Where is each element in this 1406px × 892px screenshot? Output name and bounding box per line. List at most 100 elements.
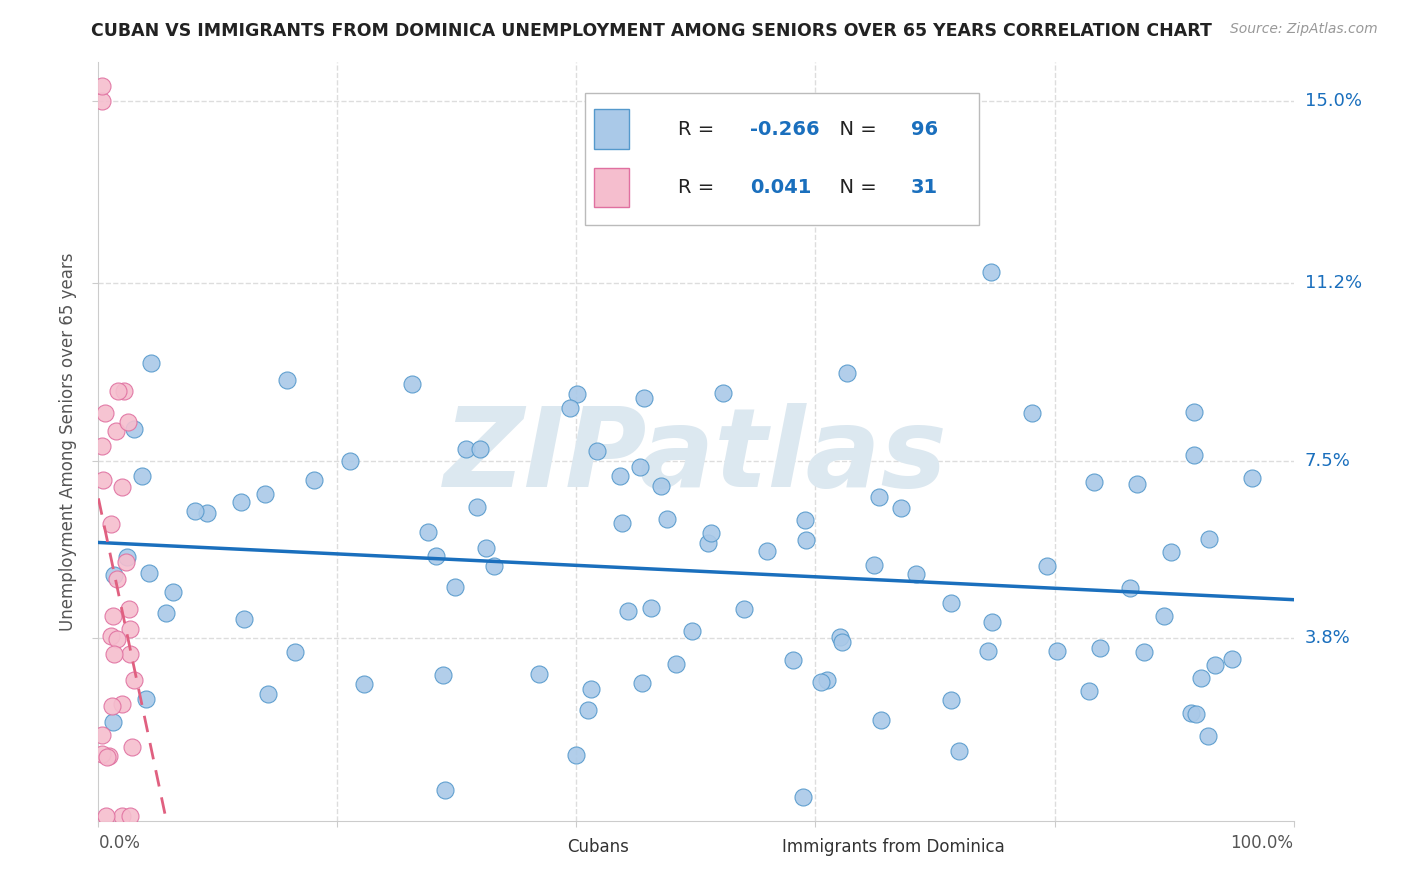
Text: N =: N = [827, 178, 883, 197]
Cubans [576, 703, 599, 717]
Cubans [794, 533, 817, 547]
Text: 31: 31 [911, 178, 938, 197]
Cubans [628, 459, 651, 474]
Cubans [558, 401, 581, 415]
Cubans [1189, 672, 1212, 686]
Cubans [657, 511, 679, 525]
Cubans [353, 677, 375, 691]
Text: 7.5%: 7.5% [1305, 451, 1351, 470]
Immigrants from Dominica [114, 556, 136, 570]
Bar [595, 168, 628, 207]
Text: Immigrants from Dominica: Immigrants from Dominica [782, 838, 1005, 856]
Immigrants from Dominica [122, 673, 145, 687]
Immigrants from Dominica [98, 748, 121, 763]
Cubans [1182, 448, 1205, 462]
Cubans [617, 604, 640, 618]
Cubans [339, 454, 361, 468]
Cubans [830, 630, 852, 644]
Cubans [941, 693, 963, 707]
Cubans [484, 559, 506, 574]
Immigrants from Dominica [101, 609, 124, 624]
Cubans [401, 377, 423, 392]
Cubans [756, 543, 779, 558]
Cubans [155, 606, 177, 620]
Immigrants from Dominica [112, 384, 135, 398]
Immigrants from Dominica [91, 473, 114, 487]
Cubans [610, 516, 633, 531]
Cubans [1035, 559, 1057, 574]
Cubans [256, 687, 278, 701]
Text: Cubans: Cubans [567, 838, 628, 856]
Immigrants from Dominica [118, 601, 141, 615]
Cubans [869, 713, 891, 727]
Text: R =: R = [678, 178, 727, 197]
Cubans [229, 494, 252, 508]
Cubans [1118, 582, 1140, 596]
Cubans [276, 373, 298, 387]
Cubans [565, 387, 588, 401]
Cubans [1153, 609, 1175, 624]
Cubans [139, 356, 162, 370]
Immigrants from Dominica [110, 698, 132, 712]
Cubans [1046, 643, 1069, 657]
Cubans [131, 468, 153, 483]
Cubans [831, 635, 853, 649]
Cubans [115, 550, 138, 565]
Bar [595, 110, 628, 149]
Cubans [284, 645, 307, 659]
Cubans [1160, 545, 1182, 559]
Immigrants from Dominica [91, 94, 114, 108]
Cubans [138, 566, 160, 581]
Cubans [1180, 706, 1202, 721]
Immigrants from Dominica [120, 647, 142, 661]
Text: -0.266: -0.266 [749, 120, 820, 138]
Immigrants from Dominica [103, 647, 125, 661]
Cubans [1198, 532, 1220, 546]
Cubans [1241, 471, 1264, 485]
Bar [517, 832, 553, 863]
Immigrants from Dominica [104, 424, 127, 438]
Immigrants from Dominica [100, 517, 122, 532]
Cubans [122, 422, 145, 436]
Cubans [443, 580, 465, 594]
Immigrants from Dominica [96, 750, 118, 764]
Cubans [640, 601, 662, 615]
Immigrants from Dominica [91, 728, 114, 742]
Cubans [650, 479, 672, 493]
Cubans [665, 657, 688, 671]
Text: 3.8%: 3.8% [1305, 629, 1350, 648]
Immigrants from Dominica [111, 809, 134, 823]
Cubans [792, 789, 814, 804]
Cubans [1182, 405, 1205, 419]
Cubans [905, 566, 928, 581]
Cubans [103, 567, 125, 582]
Text: R =: R = [678, 120, 720, 138]
Immigrants from Dominica [94, 809, 117, 823]
Cubans [980, 615, 1002, 629]
Cubans [470, 442, 492, 456]
Cubans [1126, 477, 1149, 491]
Cubans [862, 558, 884, 573]
Cubans [1197, 729, 1219, 743]
Cubans [782, 653, 804, 667]
Immigrants from Dominica [91, 439, 114, 453]
Cubans [890, 500, 912, 515]
Bar [585, 93, 979, 226]
Cubans [711, 385, 734, 400]
Cubans [135, 692, 157, 706]
Immigrants from Dominica [100, 699, 122, 714]
Bar [733, 832, 768, 863]
Cubans [980, 265, 1002, 279]
Cubans [633, 391, 655, 405]
Cubans [948, 744, 970, 758]
Immigrants from Dominica [121, 739, 143, 754]
Cubans [433, 782, 456, 797]
Cubans [630, 676, 652, 690]
Cubans [609, 468, 631, 483]
Cubans [475, 541, 498, 555]
Immigrants from Dominica [105, 573, 128, 587]
Immigrants from Dominica [91, 747, 114, 762]
Text: 96: 96 [911, 120, 938, 138]
Text: ZIPatlas: ZIPatlas [444, 403, 948, 510]
Cubans [697, 536, 720, 550]
